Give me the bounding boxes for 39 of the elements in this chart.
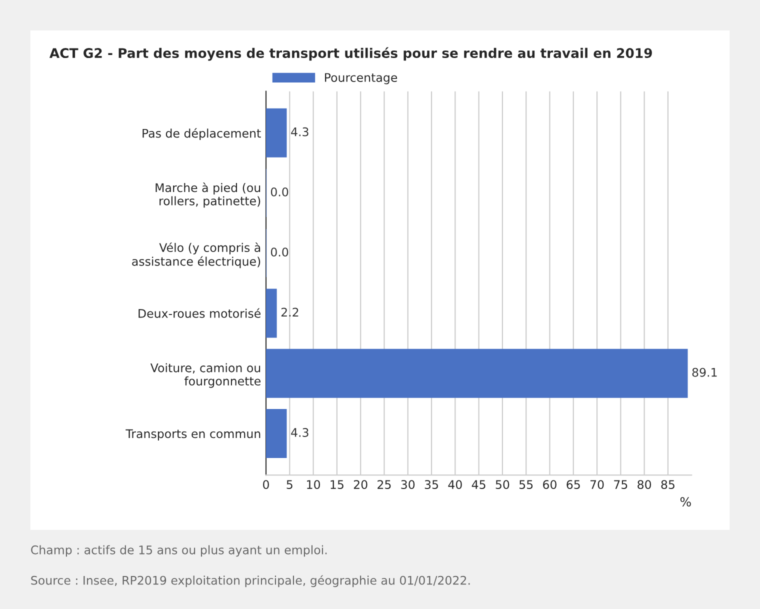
data-label: 4.3	[291, 428, 308, 437]
y-tick-label: Pas de déplacement	[142, 128, 261, 140]
x-tick-label: 30	[401, 480, 415, 490]
x-tick-label: 45	[472, 480, 486, 490]
y-tick-label: Marche à pied (ou rollers, patinette)	[156, 182, 260, 208]
x-tick-label: 0	[263, 480, 269, 490]
y-tick-label: Vélo (y compris à assistance électrique)	[132, 242, 260, 268]
y-tick-label: Transports en commun	[126, 429, 260, 440]
data-label: 89.1	[692, 368, 717, 377]
bar	[266, 348, 688, 398]
data-label: 4.3	[291, 127, 308, 136]
x-tick-label: 75	[614, 480, 628, 490]
x-axis-title: %	[680, 497, 691, 507]
x-tick-label: 55	[519, 480, 533, 490]
x-tick-label: 10	[307, 480, 320, 490]
y-tick-label: Voiture, camion ou fourgonnette	[150, 363, 261, 388]
x-tick-label: 25	[378, 480, 391, 490]
text: Champ : actifs de 15 ans ou plus ayant un emploi.	[31, 545, 327, 557]
x-tick-label: 20	[354, 480, 368, 490]
x-tick-label: 60	[543, 480, 556, 490]
x-tick-label: 15	[330, 480, 344, 490]
bar	[266, 288, 277, 338]
x-tick-label: 65	[566, 480, 580, 490]
x-tick-label: 70	[590, 480, 604, 490]
bar	[266, 108, 287, 158]
data-label: 0.0	[270, 248, 288, 257]
legend-label: Pourcentage	[325, 73, 398, 84]
y-tick-label: Deux-roues motorisé	[138, 308, 261, 318]
x-tick-label: 85	[661, 480, 674, 490]
bar	[266, 409, 287, 458]
data-label: 2.2	[281, 308, 298, 317]
x-tick-label: 35	[424, 480, 438, 490]
data-label: 0.0	[270, 187, 288, 196]
chart-title: ACT G2 - Part des moyens de transport utilisés pour se rendre au travail en 2019	[49, 47, 652, 61]
source-note: Source : Insee, RP2019 exploitation principale, géographie au 01/01/2022.	[31, 575, 470, 588]
x-tick-label: 40	[448, 480, 462, 490]
x-tick-label: 5	[286, 480, 292, 490]
x-tick-label: 50	[496, 480, 510, 490]
x-tick-label: 80	[638, 480, 652, 490]
